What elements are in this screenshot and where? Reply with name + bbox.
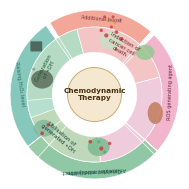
Circle shape (97, 140, 100, 143)
Circle shape (103, 150, 106, 153)
Circle shape (100, 29, 103, 32)
Circle shape (40, 132, 44, 135)
Circle shape (106, 19, 109, 22)
Circle shape (115, 30, 118, 34)
Wedge shape (31, 109, 100, 162)
Wedge shape (28, 136, 157, 179)
Text: Additional boost: Additional boost (81, 15, 122, 23)
Wedge shape (77, 27, 160, 84)
Ellipse shape (100, 31, 123, 50)
Text: Utilisation of
generated •OH: Utilisation of generated •OH (40, 119, 79, 154)
Circle shape (108, 142, 111, 145)
Circle shape (104, 33, 108, 38)
Circle shape (112, 15, 115, 18)
Ellipse shape (148, 102, 163, 124)
Circle shape (99, 146, 103, 151)
FancyBboxPatch shape (30, 41, 42, 51)
Wedge shape (98, 77, 162, 162)
Wedge shape (27, 98, 100, 162)
Text: Raising H₂O₂ level: Raising H₂O₂ level (14, 61, 25, 107)
Ellipse shape (136, 45, 154, 60)
Circle shape (32, 68, 35, 71)
Text: Chemodynamic
Therapy: Chemodynamic Therapy (63, 88, 126, 101)
Text: Generation
of •OH: Generation of •OH (34, 53, 58, 85)
Wedge shape (10, 25, 56, 146)
Text: ROS generating agent: ROS generating agent (167, 64, 174, 120)
Circle shape (118, 19, 121, 22)
Circle shape (36, 76, 39, 79)
Circle shape (46, 123, 50, 127)
Wedge shape (27, 29, 84, 118)
Ellipse shape (88, 138, 110, 156)
Circle shape (88, 140, 92, 144)
Circle shape (110, 26, 113, 29)
Text: Catalytic activity effect: Catalytic activity effect (63, 167, 121, 174)
Circle shape (67, 67, 122, 122)
Circle shape (103, 15, 106, 18)
Ellipse shape (34, 120, 54, 137)
Text: Induction of
cancer cell
death: Induction of cancer cell death (104, 32, 140, 62)
Wedge shape (50, 10, 151, 44)
Wedge shape (38, 142, 154, 179)
Wedge shape (142, 35, 179, 151)
Ellipse shape (31, 70, 53, 89)
Text: Antioxidant modulation: Antioxidant modulation (68, 166, 127, 174)
Circle shape (120, 37, 123, 41)
Circle shape (113, 21, 116, 24)
